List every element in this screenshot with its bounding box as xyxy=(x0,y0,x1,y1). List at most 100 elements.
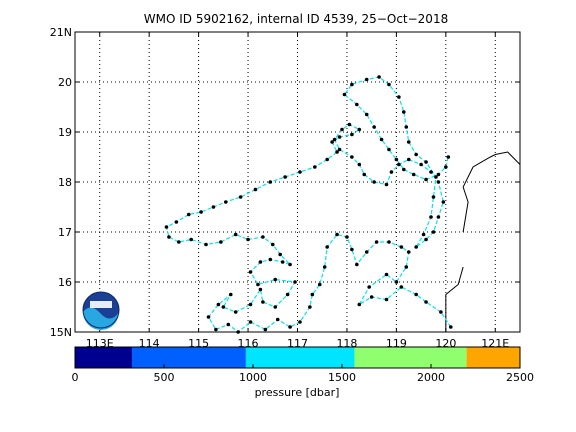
track-point xyxy=(228,292,233,297)
track-point xyxy=(258,260,263,264)
track-point xyxy=(238,195,243,199)
track-point xyxy=(308,305,312,309)
track-point xyxy=(337,135,342,139)
track-point xyxy=(248,270,253,274)
track-point xyxy=(379,137,384,142)
pressure-colorbar: 0 500 1000 1500 2000 2500 pressure [dbar] xyxy=(72,346,534,399)
track-point xyxy=(446,155,451,159)
track-point xyxy=(246,237,250,242)
track-point xyxy=(261,300,265,304)
lat-tick-label: 17 xyxy=(58,226,72,239)
lat-tick-label: 21N xyxy=(50,26,72,39)
figure-title: WMO ID 5902162, internal ID 4539, 25−Oct… xyxy=(144,12,448,26)
track-point xyxy=(402,110,406,114)
track-point xyxy=(340,127,344,132)
track-point xyxy=(429,215,433,219)
float-track xyxy=(164,75,453,334)
track-point xyxy=(313,165,317,169)
track-point xyxy=(273,305,278,309)
lat-tick-label: 19 xyxy=(58,126,72,139)
track-point xyxy=(342,92,347,97)
track-point xyxy=(431,230,436,234)
colorbar-tick-label: 0 xyxy=(72,371,79,384)
track-point xyxy=(273,277,278,282)
track-point xyxy=(436,172,441,177)
track-point xyxy=(357,162,362,167)
track-point xyxy=(404,265,409,269)
colorbar-segment xyxy=(245,347,355,368)
track-point xyxy=(387,147,391,152)
track-point xyxy=(278,252,282,257)
track-point xyxy=(214,327,218,332)
lat-tick-label: 16 xyxy=(58,276,72,289)
track-point xyxy=(355,262,359,267)
track-point xyxy=(283,175,287,179)
colorbar-ticks: 0 500 1000 1500 2000 2500 xyxy=(72,364,534,384)
track-point xyxy=(268,257,273,262)
track-point xyxy=(350,247,354,252)
colorbar-segment xyxy=(466,347,520,368)
track-point xyxy=(362,172,367,177)
track-point xyxy=(293,280,297,284)
track-point xyxy=(345,235,349,239)
track-point xyxy=(268,180,273,184)
track-point xyxy=(384,272,389,277)
track-point xyxy=(233,310,238,314)
track-point xyxy=(397,162,401,167)
track-point xyxy=(364,250,369,254)
track-point xyxy=(414,245,418,249)
track-point xyxy=(206,315,211,319)
colorbar-segment xyxy=(131,347,246,368)
colorbar-tick-label: 1000 xyxy=(239,371,267,384)
track-point xyxy=(414,152,418,157)
track-point xyxy=(429,170,433,174)
track-point xyxy=(221,305,226,309)
track-point xyxy=(431,195,436,199)
track-point xyxy=(399,245,404,249)
track-point xyxy=(399,285,404,289)
track-point xyxy=(406,157,411,162)
track-point xyxy=(248,302,253,307)
track-point xyxy=(439,310,443,314)
track-point xyxy=(174,220,179,224)
track-point xyxy=(394,157,399,162)
colorbar-frame xyxy=(74,346,521,369)
track-point xyxy=(261,235,265,239)
track-point xyxy=(406,250,411,254)
track-point xyxy=(424,177,428,182)
track-point xyxy=(424,300,428,304)
noaa-logo xyxy=(81,290,121,330)
colorbar-segments xyxy=(75,347,520,368)
lat-tick-label: 20 xyxy=(58,76,72,89)
coastline-segment xyxy=(462,151,521,233)
track-point xyxy=(216,302,221,307)
track-point xyxy=(337,147,342,152)
track-point xyxy=(186,212,191,217)
track-point xyxy=(199,210,203,214)
coastline-segment xyxy=(445,266,464,332)
track-point xyxy=(211,205,216,209)
track-point xyxy=(364,112,369,117)
track-point xyxy=(317,282,322,287)
coastline xyxy=(445,151,521,332)
track-point xyxy=(288,325,292,329)
track-point xyxy=(335,150,339,154)
track-point xyxy=(335,232,339,237)
track-point xyxy=(436,215,441,219)
track-point xyxy=(298,170,302,174)
track-point xyxy=(387,240,391,244)
track-point xyxy=(421,232,426,237)
track-point xyxy=(402,167,406,172)
colorbar-tick-label: 500 xyxy=(154,371,175,384)
track-point xyxy=(177,240,181,244)
track-point xyxy=(322,265,327,269)
colorbar-tick-label: 1500 xyxy=(328,371,356,384)
track-point xyxy=(248,320,253,324)
track-point xyxy=(441,200,446,204)
track-point xyxy=(411,172,416,177)
track-point xyxy=(444,165,448,169)
track-point xyxy=(164,225,169,229)
track-point xyxy=(226,322,231,327)
